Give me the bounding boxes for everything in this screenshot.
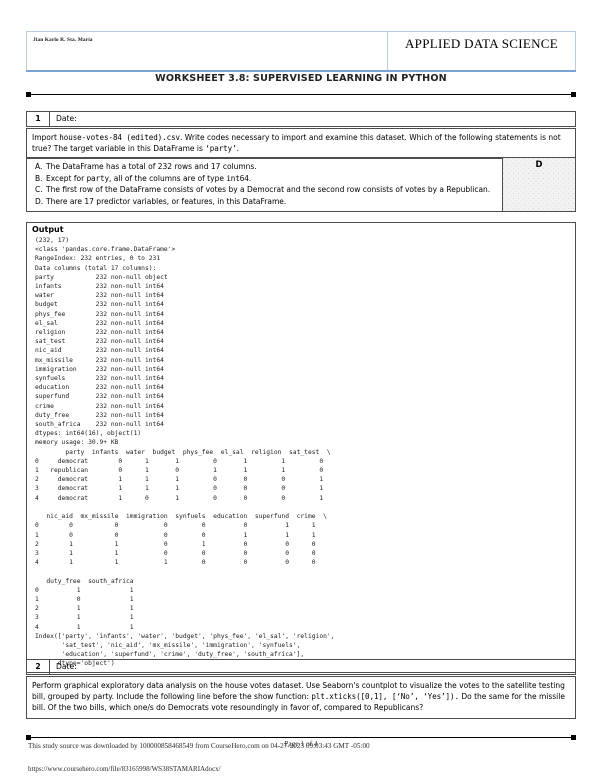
question-2-prompt: Perform graphical exploratory data analy… bbox=[26, 676, 576, 719]
q1-prompt-text-1: Import bbox=[32, 133, 60, 142]
rule-dot-left-icon bbox=[26, 735, 31, 740]
table-row: A. The DataFrame has a total of 232 rows … bbox=[26, 156, 576, 213]
question-1-choices-block: A. The DataFrame has a total of 232 rows … bbox=[26, 156, 576, 213]
choice-d-label: D. bbox=[35, 196, 44, 206]
question-2-number: 2 bbox=[26, 659, 50, 675]
question-1-header: 1 Date: bbox=[26, 111, 576, 127]
q1-prompt-text-3: . bbox=[236, 144, 239, 154]
course-title: APPLIED DATA SCIENCE bbox=[387, 31, 576, 72]
worksheet-title: WORKSHEET 3.8: SUPERVISED LEARNING IN PY… bbox=[155, 73, 447, 84]
question-1-number: 1 bbox=[26, 111, 50, 127]
choice-b-text-2: , all of the columns are of type bbox=[108, 173, 227, 183]
rule-dot-right-icon bbox=[571, 735, 576, 740]
choice-c-label: C. bbox=[35, 185, 43, 195]
choice-a-text: The DataFrame has a total of 232 rows an… bbox=[46, 162, 257, 171]
rule-line bbox=[29, 737, 573, 738]
table-row: 1 Date: bbox=[26, 111, 576, 127]
choice-b[interactable]: B. Except for party, all of the columns a… bbox=[35, 173, 496, 185]
output-console-text: (232, 17) <class 'pandas.core.frame.Data… bbox=[35, 237, 335, 668]
q1-prompt-code-2: ‘party’ bbox=[205, 144, 237, 154]
question-1-prompt-block: Import house-votes-84 (edited).csv. Writ… bbox=[26, 127, 576, 160]
output-block: Output (232, 17) <class 'pandas.core.fra… bbox=[26, 222, 576, 673]
table-row: 2 Date: bbox=[26, 659, 576, 675]
q2-prompt-text-1: Perform graphical exploratory data analy… bbox=[32, 681, 565, 702]
choice-c-text: The first row of the DataFrame consists … bbox=[46, 185, 491, 195]
page-number: Page 1 of 4 bbox=[284, 739, 318, 748]
rule-dot-left-icon bbox=[26, 92, 31, 97]
choice-a[interactable]: A. The DataFrame has a total of 232 rows … bbox=[35, 161, 496, 173]
output-label: Output bbox=[32, 225, 64, 234]
q1-prompt-code-1: house-votes-84 (edited).csv bbox=[59, 133, 181, 142]
document-header: Jian Karlo R. Sta. Maria APPLIED DATA SC… bbox=[26, 31, 576, 72]
rule-dot-right-icon bbox=[571, 92, 576, 97]
question-1-prompt: Import house-votes-84 (edited).csv. Writ… bbox=[26, 127, 576, 160]
table-row: Perform graphical exploratory data analy… bbox=[26, 676, 576, 719]
choice-b-label: B. bbox=[35, 173, 43, 183]
bottom-divider-rule bbox=[26, 735, 576, 741]
choice-b-text-3: . bbox=[248, 173, 252, 183]
choice-c[interactable]: C. The first row of the DataFrame consist… bbox=[35, 184, 496, 196]
download-notice: This study source was downloaded by 1000… bbox=[28, 742, 370, 750]
choice-d[interactable]: D. There are 17 predictor variables, or f… bbox=[35, 196, 496, 208]
question-2-date-field[interactable]: Date: bbox=[49, 659, 576, 675]
top-divider-rule bbox=[26, 92, 576, 98]
rule-line bbox=[29, 94, 573, 95]
question-2-prompt-block: Perform graphical exploratory data analy… bbox=[26, 676, 576, 719]
q2-prompt-code-1: plt.xticks([0,1], [‘No’, ‘Yes’]). bbox=[311, 692, 459, 702]
choice-b-code-2: int64 bbox=[226, 173, 249, 183]
question-1-answer-box[interactable]: D bbox=[502, 156, 576, 213]
question-2-header: 2 Date: bbox=[26, 659, 576, 675]
choice-b-text: Except for bbox=[46, 173, 87, 183]
choice-d-text: There are 17 predictor variables, or fea… bbox=[46, 196, 287, 206]
student-name: Jian Karlo R. Sta. Maria bbox=[26, 31, 388, 72]
source-url[interactable]: https://www.coursehero.com/file/83165998… bbox=[28, 765, 221, 773]
choice-a-label: A. bbox=[35, 162, 43, 171]
table-row: Import house-votes-84 (edited).csv. Writ… bbox=[26, 127, 576, 160]
q2-prompt-text-2: Do the same for the missile bill. Of the… bbox=[32, 692, 565, 713]
question-1-choices: A. The DataFrame has a total of 232 rows … bbox=[26, 156, 503, 213]
choice-b-code-1: party bbox=[86, 173, 109, 183]
q1-prompt-text-2: . Write codes necessary to import and ex… bbox=[32, 133, 561, 154]
question-1-date-field[interactable]: Date: bbox=[49, 111, 576, 127]
